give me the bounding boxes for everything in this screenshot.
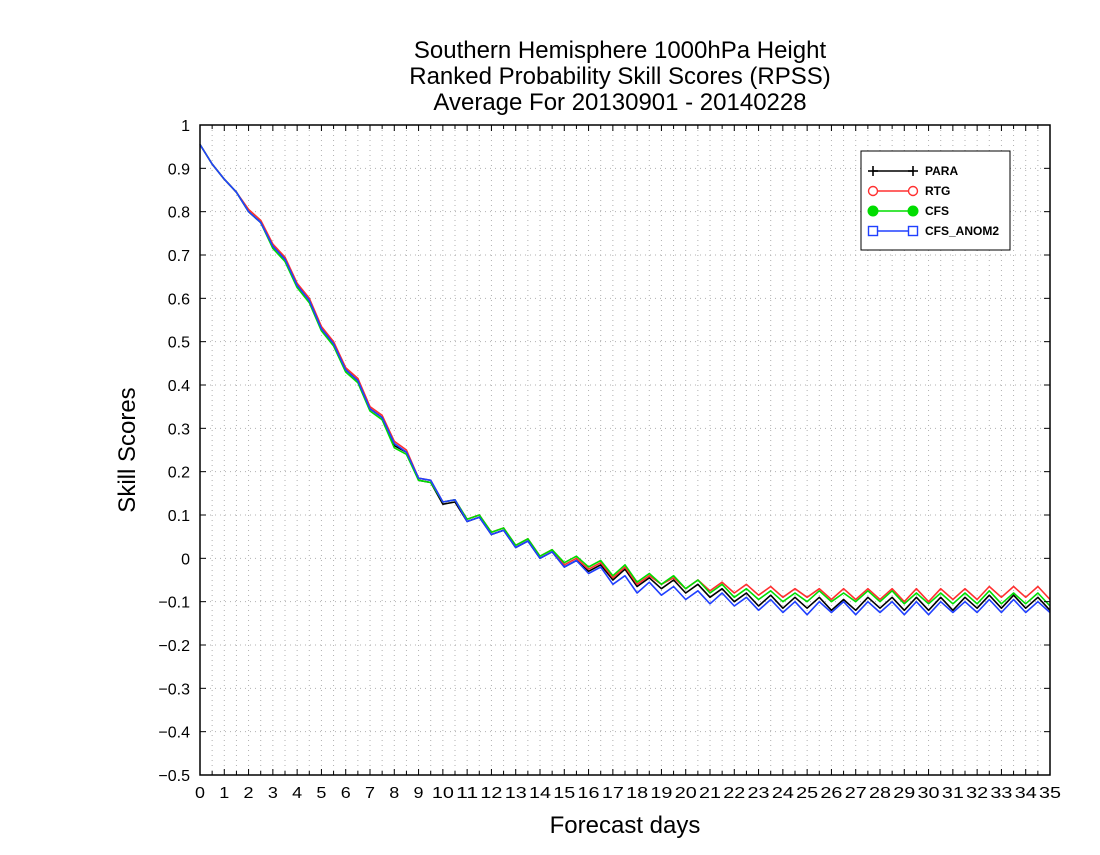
y-tick-label: 0.7: [168, 248, 190, 265]
y-tick-label: 0.8: [168, 205, 190, 222]
y-tick-label: 0.5: [168, 335, 190, 352]
y-tick-label: 0.6: [168, 291, 190, 308]
x-tick-label: 5: [316, 785, 326, 802]
y-tick-label: −0.1: [158, 595, 190, 612]
circle-marker-icon: [907, 185, 919, 197]
y-axis-label: Skill Scores: [114, 387, 141, 512]
x-tick-label: 33: [990, 785, 1012, 802]
x-tick-label: 14: [529, 785, 551, 802]
x-tick-label: 30: [918, 785, 940, 802]
x-tick-label: 16: [578, 785, 600, 802]
chart-title-line-3: Average For 20130901 - 20140228: [433, 89, 806, 116]
x-tick-label: 11: [456, 785, 478, 802]
x-tick-label: 0: [195, 785, 205, 802]
chart-title-line-2: Ranked Probability Skill Scores (RPSS): [409, 63, 831, 90]
chart-title-line-1: Southern Hemisphere 1000hPa Height: [414, 37, 827, 64]
x-tick-label: 13: [505, 785, 527, 802]
series-lines: [199, 144, 1051, 616]
x-tick-label: 9: [414, 785, 424, 802]
legend-label: CFS: [925, 204, 949, 218]
x-tick-label: 18: [626, 785, 648, 802]
y-tick-label: −0.3: [158, 681, 190, 698]
y-tick-label: 0.4: [168, 378, 190, 395]
x-tick-label: 8: [389, 785, 399, 802]
x-tick-label: 1: [219, 785, 229, 802]
x-tick-label: 19: [650, 785, 672, 802]
y-tick-label: 0.1: [168, 508, 190, 525]
filled-circle-marker-icon: [907, 205, 919, 217]
x-tick-label: 3: [268, 785, 278, 802]
chart-title: Southern Hemisphere 1000hPa Height Ranke…: [409, 37, 831, 116]
x-tick-label: 6: [341, 785, 351, 802]
legend: PARA RTG CFS CFS_ANOM2: [860, 150, 1011, 251]
legend-label: PARA: [925, 164, 958, 178]
series-line-cfs: [199, 144, 1051, 607]
series-line-cfs_anom2: [199, 144, 1051, 616]
x-tick-label: 7: [365, 785, 375, 802]
x-axis-label: Forecast days: [550, 812, 701, 839]
y-tick-label: 0.3: [168, 421, 190, 438]
y-tick-label: 0.2: [168, 465, 190, 482]
legend-box: [860, 150, 1011, 251]
y-tick-label: −0.4: [158, 725, 190, 742]
x-tick-label: 20: [675, 785, 697, 802]
x-tick-label: 4: [292, 785, 302, 802]
x-tick-label: 31: [942, 785, 964, 802]
legend-label: CFS_ANOM2: [925, 224, 999, 238]
x-tick-label: 32: [966, 785, 988, 802]
circle-marker-icon: [867, 185, 879, 197]
x-tick-label: 24: [772, 785, 794, 802]
x-tick-label: 27: [845, 785, 867, 802]
y-tick-label: −0.2: [158, 638, 190, 655]
x-tick-label: 22: [723, 785, 745, 802]
grid: [200, 125, 1050, 775]
y-tick-label: 0: [181, 551, 190, 568]
y-tick-label: 0.9: [168, 161, 190, 178]
x-tick-label: 15: [553, 785, 575, 802]
legend-label: RTG: [925, 184, 950, 198]
x-tick-label: 17: [602, 785, 624, 802]
x-tick-label: 21: [699, 785, 721, 802]
x-tick-label: 26: [820, 785, 842, 802]
square-marker-icon: [867, 225, 879, 237]
x-tick-label: 25: [796, 785, 818, 802]
x-tick-label: 23: [748, 785, 770, 802]
axis-ticks: 1 0.9 0.8 0.7 0.6 0.5 0.4 0.3 0.2 0.1 0 −0.1 −0.2 −0.…: [158, 118, 1061, 802]
x-tick-label: 29: [893, 785, 915, 802]
x-tick-label: 10: [432, 785, 454, 802]
x-tick-label: 2: [244, 785, 254, 802]
x-tick-label: 12: [480, 785, 502, 802]
y-tick-label: −0.5: [158, 768, 190, 785]
square-marker-icon: [907, 225, 919, 237]
series-line-rtg: [199, 144, 1051, 603]
x-tick-label: 28: [869, 785, 891, 802]
x-tick-label: 35: [1039, 785, 1061, 802]
y-tick-label: 1: [181, 118, 190, 135]
filled-circle-marker-icon: [867, 205, 879, 217]
x-tick-label: 34: [1015, 785, 1037, 802]
